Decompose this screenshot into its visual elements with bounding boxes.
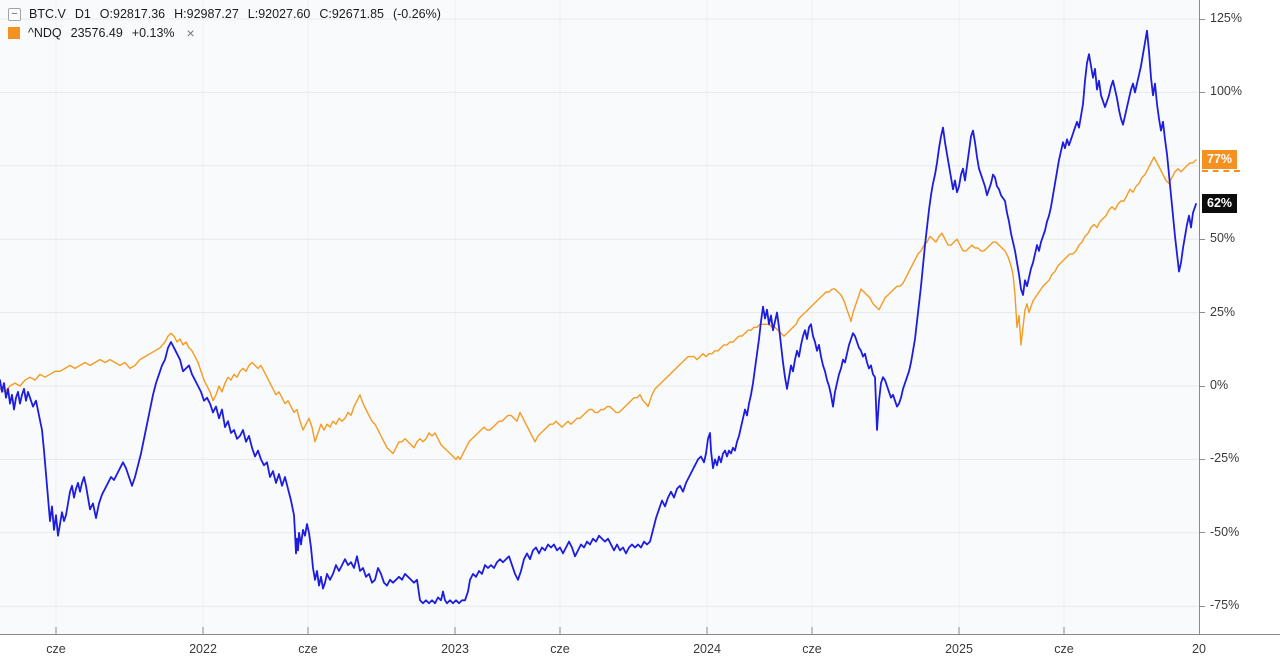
ndq-symbol: ^NDQ	[28, 26, 62, 40]
ndq-series-swatch-icon	[8, 27, 20, 39]
y-axis-tick	[1200, 385, 1205, 387]
y-axis-tick	[1200, 312, 1205, 314]
price-badge-62: 62%	[1202, 193, 1238, 213]
collapse-icon[interactable]: −	[8, 7, 21, 21]
btc-high: H:92987.27	[174, 7, 239, 21]
price-chart-svg	[0, 0, 1199, 634]
chart-canvas[interactable]: − BTC.V D1 O:92817.36 H:92987.27 L:92027…	[0, 0, 1199, 634]
y-axis-tick	[1200, 238, 1205, 240]
y-axis-label: -75%	[1210, 598, 1240, 613]
btc-close: C:92671.85	[319, 7, 384, 21]
y-axis-tick	[1200, 605, 1205, 607]
legend-row-btc: − BTC.V D1 O:92817.36 H:92987.27 L:92027…	[8, 7, 450, 21]
price-badge-77: 77%	[1202, 149, 1238, 169]
btc-open: O:92817.36	[99, 7, 166, 21]
btc-symbol: BTC.V	[29, 7, 66, 21]
legend-row-ndq: ^NDQ 23576.49 +0.13% ×	[8, 25, 195, 41]
y-axis-tick	[1200, 532, 1205, 534]
x-axis-label: cze	[298, 642, 318, 656]
btc-timeframe: D1	[74, 7, 91, 21]
x-axis-label: cze	[802, 642, 822, 656]
x-axis-label: cze	[46, 642, 66, 656]
y-axis-label: 100%	[1210, 84, 1242, 99]
badge-dashed-line	[1202, 169, 1240, 172]
y-axis-tick	[1200, 458, 1205, 460]
btc-change: (-0.26%)	[392, 7, 441, 21]
x-axis-label: 2024	[693, 642, 721, 656]
x-axis-panel[interactable]: cze 2022 cze 2023 cze 2024 cze 2025 cze 20	[0, 634, 1280, 671]
y-axis-label: 25%	[1210, 304, 1236, 319]
y-axis-label: 0%	[1210, 378, 1229, 392]
y-axis-label: -25%	[1210, 451, 1240, 466]
y-axis-tick	[1200, 18, 1205, 20]
y-axis-label: 50%	[1210, 231, 1236, 246]
y-axis-tick	[1200, 91, 1205, 93]
x-axis-label: cze	[1054, 642, 1074, 656]
x-axis-label: cze	[550, 642, 570, 656]
x-axis-label: 20	[1192, 642, 1206, 656]
x-axis-label: 2023	[441, 642, 469, 656]
x-axis-label: 2022	[189, 642, 217, 656]
y-axis-label: 125%	[1210, 11, 1242, 25]
x-axis-label: 2025	[945, 642, 973, 656]
btc-low: L:92027.60	[247, 7, 311, 21]
y-axis-panel[interactable]: 125% 100% 50% 25% 0% -25% -50% -75% 77% 62%	[1199, 0, 1280, 634]
ndq-close-icon[interactable]: ×	[186, 25, 195, 41]
y-axis-label: -50%	[1210, 524, 1240, 539]
ndq-value: 23576.49	[70, 26, 123, 40]
ndq-change: +0.13%	[131, 26, 175, 40]
